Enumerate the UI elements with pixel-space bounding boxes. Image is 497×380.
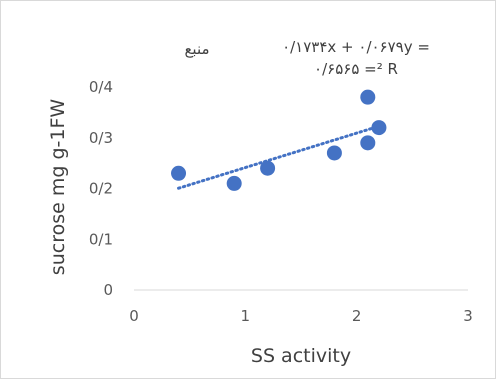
x-tick-label: 0 [129, 307, 139, 325]
trendline-equation: ۰/۱۷۳۴x + ۰/۰۶۷۹y = [282, 38, 430, 56]
y-tick-label: 0 [103, 281, 113, 299]
y-axis-title: sucrose mg g-1FW [47, 99, 69, 276]
data-points [171, 89, 387, 191]
x-tick-labels: 0 1 2 3 [129, 307, 473, 325]
data-point [260, 160, 276, 176]
x-tick-label: 3 [463, 307, 473, 325]
chart-title: منبع [184, 40, 209, 58]
data-point [360, 135, 376, 151]
y-tick-labels: 0 0/1 0/2 0/3 0/4 [89, 78, 113, 299]
data-point [171, 165, 187, 181]
x-tick-label: 1 [241, 307, 251, 325]
data-point [360, 89, 376, 105]
x-axis-title: SS activity [251, 345, 351, 367]
r-squared-label: ۰/۶۵۶۵ =² R [314, 60, 398, 78]
data-point [371, 120, 387, 136]
y-tick-label: 0/2 [89, 180, 113, 198]
x-tick-label: 2 [352, 307, 362, 325]
trendline [177, 124, 381, 190]
y-tick-label: 0/4 [89, 78, 113, 96]
y-tick-label: 0/3 [89, 129, 113, 147]
y-tick-label: 0/1 [89, 230, 113, 248]
data-point [326, 145, 342, 161]
data-point [226, 175, 242, 191]
